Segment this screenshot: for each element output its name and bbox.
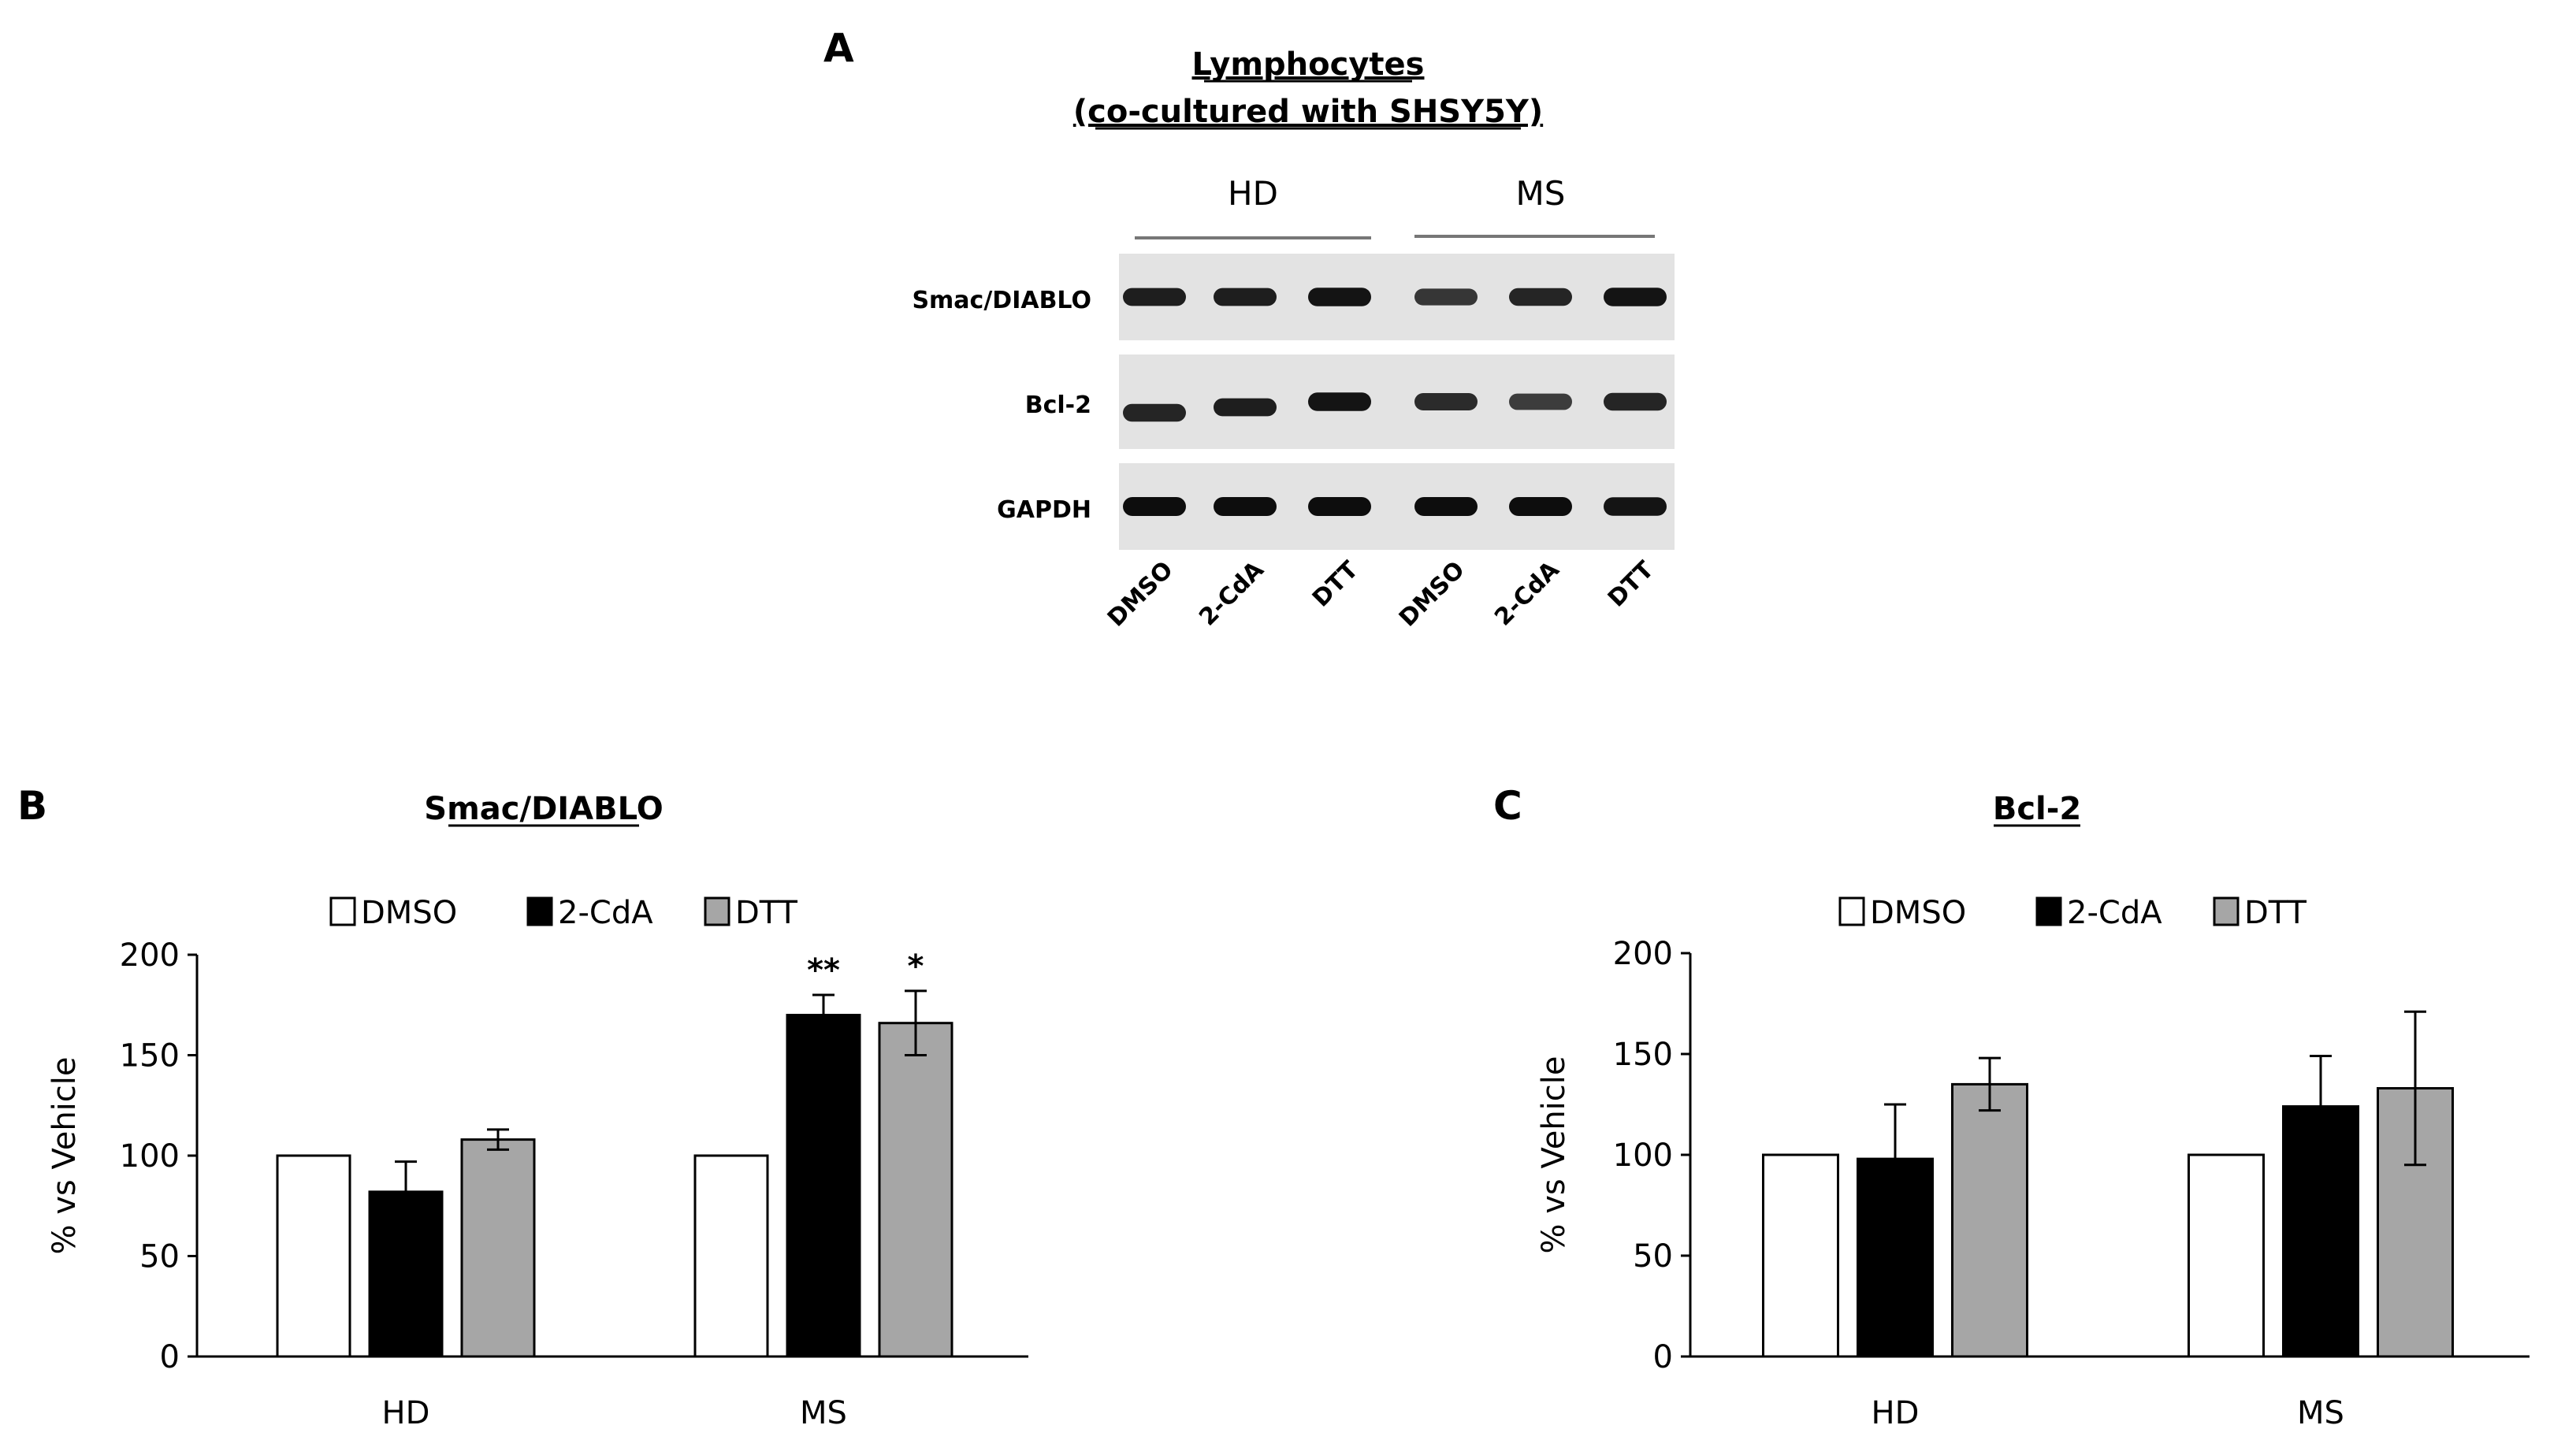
blot-band	[1123, 497, 1186, 516]
legend-swatch	[1838, 896, 1865, 926]
x-tick-label: MS	[2297, 1395, 2344, 1431]
blot-band	[1509, 393, 1572, 410]
y-tick-label: 0	[1653, 1339, 1673, 1375]
bar	[276, 1154, 351, 1358]
chart-smac-diablo: Smac/DIABLO DMSO 2-CdA DTT 0 50 100 150 200 % vs …	[46, 791, 1028, 1431]
panel-a-title-line2: (co-cultured with SHSY5Y)	[1073, 94, 1543, 130]
group-label-ms: MS	[1516, 174, 1566, 213]
bar	[1951, 1082, 2028, 1358]
lane-labels: DMSO 2-CdA DTT DMSO 2-CdA DTT	[1102, 555, 1660, 632]
lane-label: DTT	[1603, 556, 1660, 613]
lane-label: DTT	[1307, 556, 1364, 613]
western-blots: Smac/DIABLO Bcl-2 GAPDH	[912, 254, 1675, 550]
blot-band	[1123, 288, 1186, 306]
blot-band	[1509, 497, 1572, 516]
group-label-hd: HD	[1228, 174, 1278, 213]
blot-band	[1604, 392, 1667, 411]
legend-swatch	[526, 896, 553, 926]
panel-b: B Smac/DIABLO DMSO 2-CdA DTT 0 50 100 150 200 % v…	[17, 783, 1028, 1431]
y-tick-label: 200	[120, 937, 180, 974]
bar	[1762, 1153, 1839, 1358]
lane-label: 2-CdA	[1489, 555, 1565, 631]
blot-band	[1214, 288, 1277, 306]
blot-band	[1604, 497, 1667, 516]
x-tick-label: MS	[800, 1395, 847, 1431]
legend-swatch	[2035, 896, 2062, 926]
lane-label: DMSO	[1394, 556, 1470, 633]
blot-membrane	[1119, 254, 1675, 340]
y-tick-label: 200	[1613, 936, 1673, 972]
blot-membrane	[1119, 463, 1675, 550]
blot-band	[1214, 497, 1277, 516]
panel-a-title-line1: Lymphocytes	[1192, 46, 1425, 83]
blot-band	[1214, 398, 1277, 417]
blot-band	[1308, 392, 1371, 411]
legend-label: 2-CdA	[558, 895, 653, 931]
blot-band	[1414, 288, 1478, 306]
y-tick-label: 50	[139, 1239, 180, 1275]
y-tick-label: 50	[1633, 1238, 1673, 1275]
blot-band	[1414, 497, 1478, 516]
legend-label: DMSO	[1870, 895, 1966, 931]
legend-swatch	[2213, 896, 2240, 926]
panel-c: C Bcl-2 DMSO 2-CdA DTT 0 50 100 150 200 % vs Vehi…	[1493, 783, 2530, 1431]
significance-marker: *	[908, 948, 924, 985]
legend-label: DTT	[735, 895, 798, 931]
legend-label: 2-CdA	[2067, 895, 2162, 931]
y-tick-label: 100	[1613, 1138, 1673, 1174]
y-axis-label: % vs Vehicle	[1536, 1056, 1572, 1254]
bar	[693, 1154, 769, 1358]
x-tick-label: HD	[382, 1395, 430, 1431]
chart-bcl2: Bcl-2 DMSO 2-CdA DTT 0 50 100 150 200 % vs Vehicl…	[1536, 791, 2530, 1431]
bar	[878, 1022, 953, 1358]
blot-band	[1308, 497, 1371, 516]
blot-band	[1308, 288, 1371, 306]
y-tick-label: 100	[120, 1138, 180, 1175]
bar	[460, 1138, 536, 1358]
blot-band	[1123, 403, 1186, 422]
blot-label: Smac/DIABLO	[912, 287, 1091, 314]
lane-label: 2-CdA	[1194, 555, 1269, 631]
legend-swatch	[704, 896, 730, 926]
legend-swatch	[329, 896, 356, 926]
panel-a-letter: A	[823, 25, 854, 71]
x-tick-label: HD	[1872, 1395, 1920, 1431]
bar	[786, 1014, 861, 1358]
legend-label: DTT	[2244, 895, 2307, 931]
significance-marker: **	[807, 952, 840, 989]
panel-b-letter: B	[17, 783, 47, 829]
chart-title: Bcl-2	[1993, 791, 2081, 827]
blot-band	[1414, 393, 1478, 410]
panel-a: A Lymphocytes (co-cultured with SHSY5Y) …	[823, 25, 1675, 633]
lane-label: DMSO	[1102, 556, 1179, 633]
y-tick-label: 150	[1613, 1037, 1673, 1073]
panel-c-letter: C	[1493, 783, 1522, 829]
blot-membrane	[1119, 354, 1675, 449]
bar	[2377, 1087, 2454, 1358]
blot-label: GAPDH	[997, 496, 1091, 524]
blot-label: Bcl-2	[1025, 392, 1091, 419]
legend-label: DMSO	[361, 895, 457, 931]
blot-band	[1509, 288, 1572, 306]
bar	[2188, 1153, 2265, 1358]
y-tick-label: 0	[160, 1339, 180, 1375]
chart-title: Smac/DIABLO	[424, 791, 663, 827]
y-tick-label: 150	[120, 1038, 180, 1074]
y-axis-label: % vs Vehicle	[46, 1057, 83, 1255]
blot-band	[1604, 288, 1667, 306]
